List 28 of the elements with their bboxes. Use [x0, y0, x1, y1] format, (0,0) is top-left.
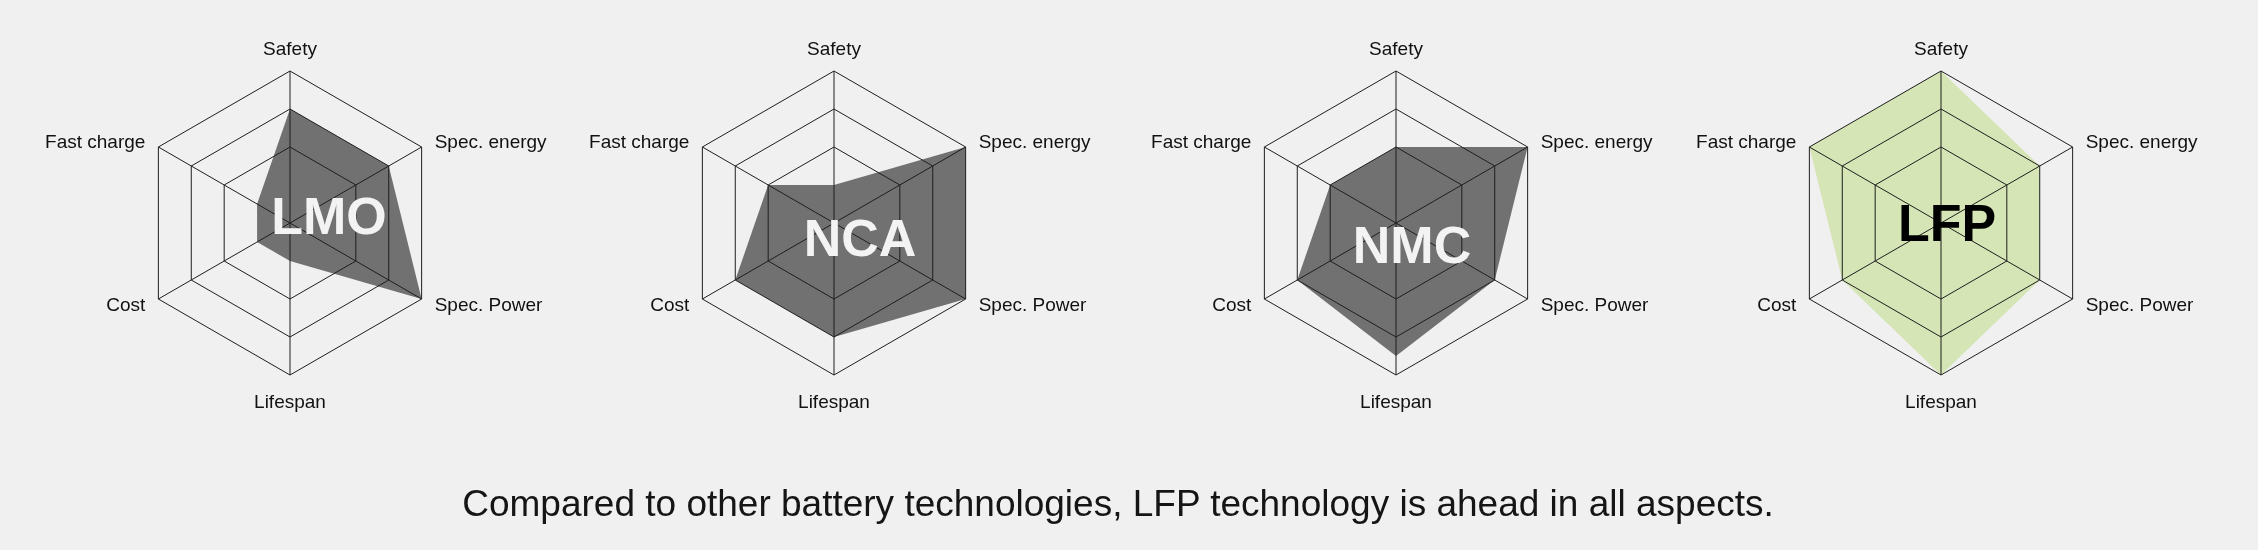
spoke-label: Fast charge [589, 131, 690, 153]
spoke-label: Safety [1914, 38, 1969, 60]
spoke-label: Spec. Power [1540, 294, 1650, 316]
spoke-label: Safety [807, 38, 862, 60]
spoke-label: Cost [1212, 294, 1253, 316]
spoke-label: Spec. energy [978, 131, 1092, 153]
spoke-label: Fast charge [1151, 131, 1252, 153]
spoke-label: Safety [1369, 38, 1424, 60]
spoke-label: Safety [263, 38, 318, 60]
text: NMC [1352, 216, 1472, 275]
spoke-label: Lifespan [1905, 391, 1977, 413]
text: LMO [271, 187, 387, 246]
spoke-label: Spec. energy [1540, 131, 1654, 153]
spoke-label: Cost [106, 294, 147, 316]
spoke-label: Spec. Power [434, 294, 544, 316]
spoke-label: Spec. Power [978, 294, 1088, 316]
spoke-label: Spec. energy [434, 131, 548, 153]
spoke-label: Lifespan [254, 391, 326, 413]
spoke-label: Fast charge [45, 131, 146, 153]
spoke-label: Cost [650, 294, 691, 316]
spoke-label: Lifespan [798, 391, 870, 413]
spoke-label: Spec. energy [2085, 131, 2199, 153]
spoke-label: Fast charge [1696, 131, 1797, 153]
text: Compared to other battery technologies, LFP technology is ahead in all aspects. [462, 483, 1774, 526]
spoke-label: Lifespan [1360, 391, 1432, 413]
spoke-label: Spec. Power [2085, 294, 2195, 316]
spoke-label: Cost [1757, 294, 1798, 316]
text: NCA [803, 209, 917, 268]
